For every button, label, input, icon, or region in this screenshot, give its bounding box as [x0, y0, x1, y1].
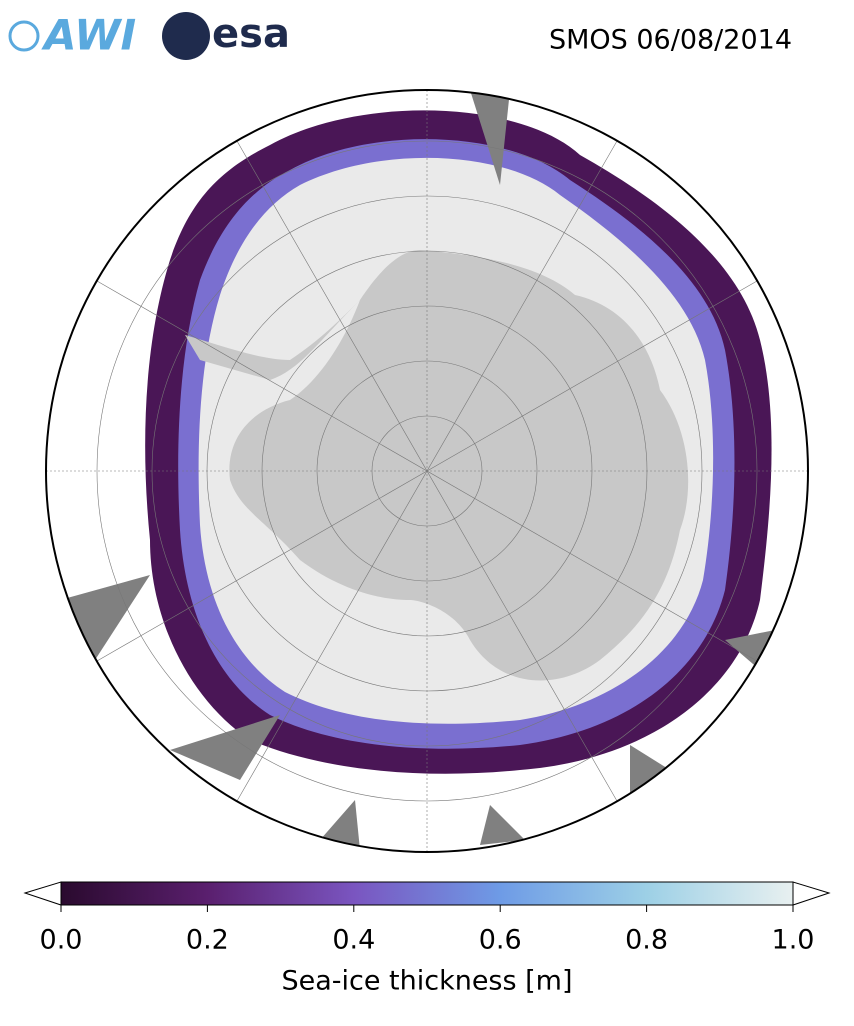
colorbar-tick-label: 0.4: [332, 925, 375, 956]
colorbar-extend-max: [792, 881, 831, 906]
colorbar: Sea-ice thickness [m] 0.0 0.2 0.4 0.6 0.8 1.0: [23, 881, 831, 997]
colorbar-tick-label: 0.0: [40, 925, 83, 956]
peninsula: [185, 300, 360, 380]
colorbar-tick-label: 1.0: [772, 925, 815, 956]
graticule: [46, 90, 808, 852]
esa-logo: esa: [212, 11, 290, 57]
logos: AWI esa: [8, 11, 290, 60]
colorbar-extend-min: [23, 881, 62, 906]
esa-emblem: [162, 12, 210, 60]
colorbar-tick-label: 0.8: [625, 925, 668, 956]
map: [46, 90, 808, 852]
awi-globe: [8, 20, 40, 52]
map-boundary: [45, 89, 809, 853]
colorbar-tick-label: 0.2: [186, 925, 229, 956]
antarctica: [229, 250, 689, 681]
map-title: SMOS 06/08/2014: [549, 25, 792, 56]
awi-logo: AWI: [41, 11, 136, 60]
colorbar-tick-label: 0.6: [479, 925, 522, 956]
grid-gaps: [60, 90, 775, 850]
colorbar-ramp: [60, 881, 794, 906]
colorbar-label: Sea-ice thickness [m]: [281, 966, 572, 997]
